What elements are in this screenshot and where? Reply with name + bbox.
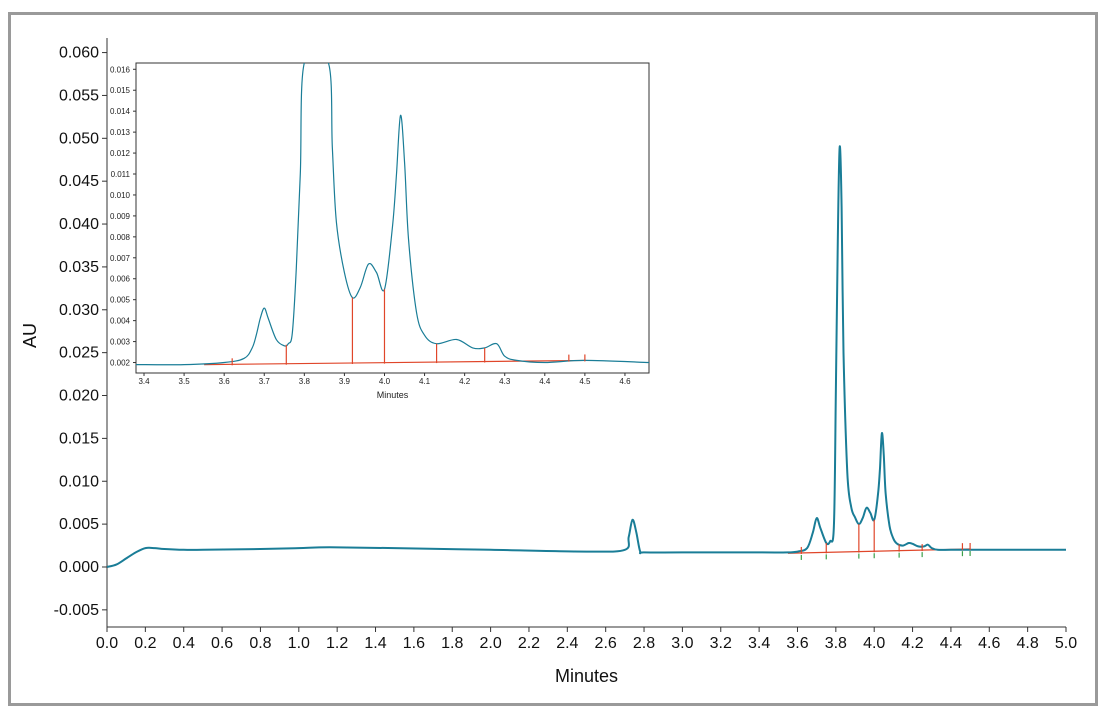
main-x-tick-label: 0.0 (96, 635, 118, 652)
main-x-tick-label: 3.2 (710, 635, 732, 652)
inset-y-tick-label: 0.002 (110, 359, 131, 368)
main-x-tick-label: 3.8 (825, 635, 847, 652)
inset-y-tick-label: 0.015 (110, 86, 131, 95)
main-x-axis-title: Minutes (555, 666, 618, 686)
main-x-tick-label: 0.8 (249, 635, 271, 652)
inset-y-tick-label: 0.016 (110, 65, 131, 74)
inset-y-tick-label: 0.014 (110, 107, 131, 116)
main-x-tick-label: 1.8 (441, 635, 463, 652)
main-x-tick-label: 4.4 (940, 635, 962, 652)
inset-x-axis-title: Minutes (377, 390, 409, 400)
inset-y-tick-label: 0.004 (110, 317, 131, 326)
inset-plot-border (135, 62, 650, 374)
main-y-tick-label: 0.030 (59, 302, 99, 319)
main-y-tick-label: 0.055 (59, 87, 99, 104)
inset-x-tick-label: 4.6 (619, 377, 631, 386)
inset-y-tick-label: 0.013 (110, 128, 131, 137)
inset-y-tick-label: 0.005 (110, 296, 131, 305)
main-y-tick-label: 0.015 (59, 430, 99, 447)
inset-x-tick-label: 3.4 (138, 377, 150, 386)
main-x-tick-label: 2.2 (518, 635, 540, 652)
main-y-axis-title: AU (20, 323, 40, 348)
main-y-tick-label: 0.060 (59, 45, 99, 62)
main-x-tick-label: 0.4 (173, 635, 195, 652)
inset-y-tick-label: 0.009 (110, 212, 131, 221)
main-series-line (107, 145, 1066, 568)
main-x-tick-label: 1.2 (326, 635, 348, 652)
main-y-tick-label: 0.050 (59, 130, 99, 147)
main-x-tick-label: 4.2 (901, 635, 923, 652)
inset-x-tick-label: 3.7 (259, 377, 271, 386)
main-x-tick-label: 2.6 (595, 635, 617, 652)
inset-y-tick-label: 0.010 (110, 191, 131, 200)
main-x-tick-label: 2.0 (479, 635, 501, 652)
main-x-tick-label: 2.8 (633, 635, 655, 652)
main-x-tick-label: 3.0 (671, 635, 693, 652)
inset-x-tick-label: 4.1 (419, 377, 431, 386)
main-x-tick-label: 1.0 (288, 635, 310, 652)
inset-x-tick-label: 4.0 (379, 377, 391, 386)
main-y-tick-label: 0.025 (59, 345, 99, 362)
main-y-tick-label: 0.020 (59, 388, 99, 405)
main-x-tick-label: 4.6 (978, 635, 1000, 652)
main-y-tick-label: 0.035 (59, 259, 99, 276)
main-y-tick-label: 0.045 (59, 173, 99, 190)
inset-y-tick-label: 0.011 (111, 170, 131, 179)
inset-y-tick-label: 0.007 (110, 254, 131, 263)
main-x-tick-label: 4.8 (1017, 635, 1039, 652)
inset-plot: 3.4 3.5 3.6 3.7 3.8 3.9 4.0 4.1 4.2 4.3 4.4 4.5 4.6 0… (110, 60, 652, 400)
main-x-tick-label: 0.2 (134, 635, 156, 652)
inset-x-tick-label: 3.6 (219, 377, 231, 386)
main-x-tick-label: 4.0 (863, 635, 885, 652)
main-x-tick-label: 3.4 (748, 635, 770, 652)
main-y-tick-label: -0.005 (54, 602, 99, 619)
main-y-tick-label: 0.040 (59, 216, 99, 233)
main-x-tick-label: 1.6 (403, 635, 425, 652)
main-x-tick-label: 5.0 (1055, 635, 1077, 652)
main-y-tick-label: 0.010 (59, 473, 99, 490)
main-x-tick-label: 2.4 (556, 635, 578, 652)
main-x-tick-label: 3.6 (786, 635, 808, 652)
inset-x-tick-label: 3.5 (179, 377, 191, 386)
inset-x-tick-label: 4.2 (459, 377, 471, 386)
inset-x-tick-label: 4.5 (579, 377, 591, 386)
main-plot: 0.0 0.2 0.4 0.6 0.8 1.0 1.2 1.4 1.6 1.8 2.0 2.2 2.4 2… (20, 38, 1077, 686)
inset-x-tick-label: 4.3 (499, 377, 511, 386)
main-x-tick-label: 0.6 (211, 635, 233, 652)
main-x-tick-label: 1.4 (364, 635, 386, 652)
main-y-tick-label: 0.000 (59, 559, 99, 576)
inset-series-line (136, 63, 649, 366)
inset-x-tick-label: 4.4 (539, 377, 551, 386)
inset-y-tick-label: 0.006 (110, 275, 131, 284)
inset-x-tick-label: 3.8 (299, 377, 311, 386)
inset-y-tick-label: 0.003 (110, 338, 131, 347)
inset-y-tick-label: 0.008 (110, 233, 131, 242)
main-y-tick-label: 0.005 (59, 516, 99, 533)
inset-x-tick-label: 3.9 (339, 377, 351, 386)
inset-y-tick-label: 0.012 (110, 149, 131, 158)
